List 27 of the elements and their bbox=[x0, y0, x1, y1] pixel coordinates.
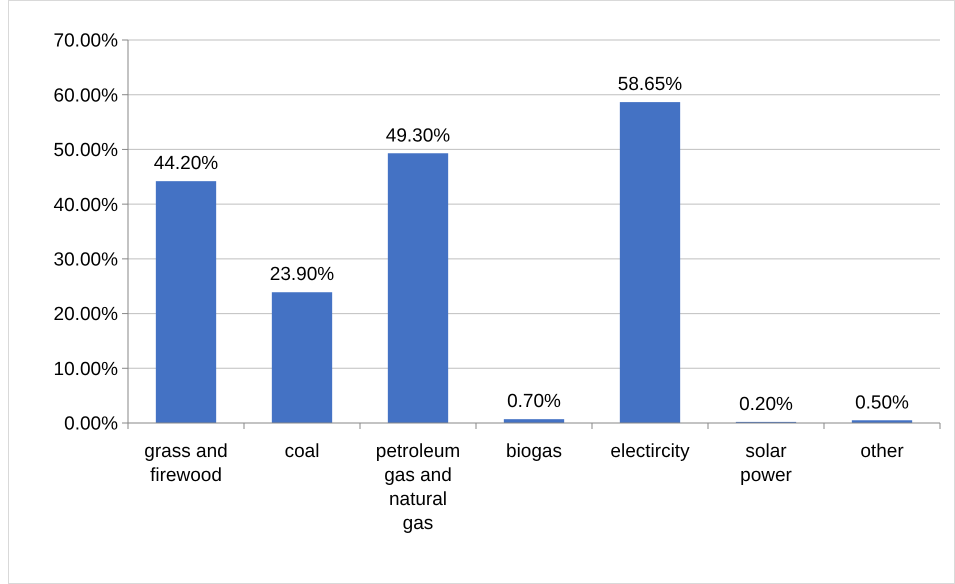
y-tick-label: 70.00% bbox=[54, 30, 118, 52]
bar bbox=[388, 153, 448, 423]
y-tick-label: 50.00% bbox=[54, 140, 118, 162]
x-tick-label: grass and firewood bbox=[144, 441, 228, 486]
y-tick-label: 0.00% bbox=[64, 414, 118, 435]
x-tick-label: biogas bbox=[506, 441, 562, 462]
bar bbox=[156, 181, 216, 423]
data-label: 49.30% bbox=[386, 125, 450, 146]
x-tick-label: electircity bbox=[610, 441, 690, 462]
data-label: 0.20% bbox=[739, 394, 794, 415]
data-label: 0.70% bbox=[507, 391, 562, 412]
y-tick-label: 10.00% bbox=[54, 358, 118, 380]
data-label: 44.20% bbox=[154, 153, 218, 174]
data-label: 0.50% bbox=[855, 392, 910, 414]
data-label: 23.90% bbox=[270, 264, 334, 286]
x-tick-label: other bbox=[860, 441, 904, 462]
x-tick-label: petroleum gas and natural gas bbox=[376, 441, 460, 534]
y-tick-label: 20.00% bbox=[54, 304, 118, 326]
y-tick-label: 60.00% bbox=[54, 85, 118, 106]
y-tick-label: 40.00% bbox=[54, 194, 118, 216]
data-label: 58.65% bbox=[618, 74, 682, 96]
y-tick-label: 30.00% bbox=[54, 250, 118, 271]
bar bbox=[620, 102, 680, 423]
bar bbox=[272, 292, 332, 423]
x-tick-label: solar power bbox=[740, 441, 793, 486]
bar bbox=[504, 419, 564, 423]
x-tick-label: coal bbox=[284, 441, 320, 462]
